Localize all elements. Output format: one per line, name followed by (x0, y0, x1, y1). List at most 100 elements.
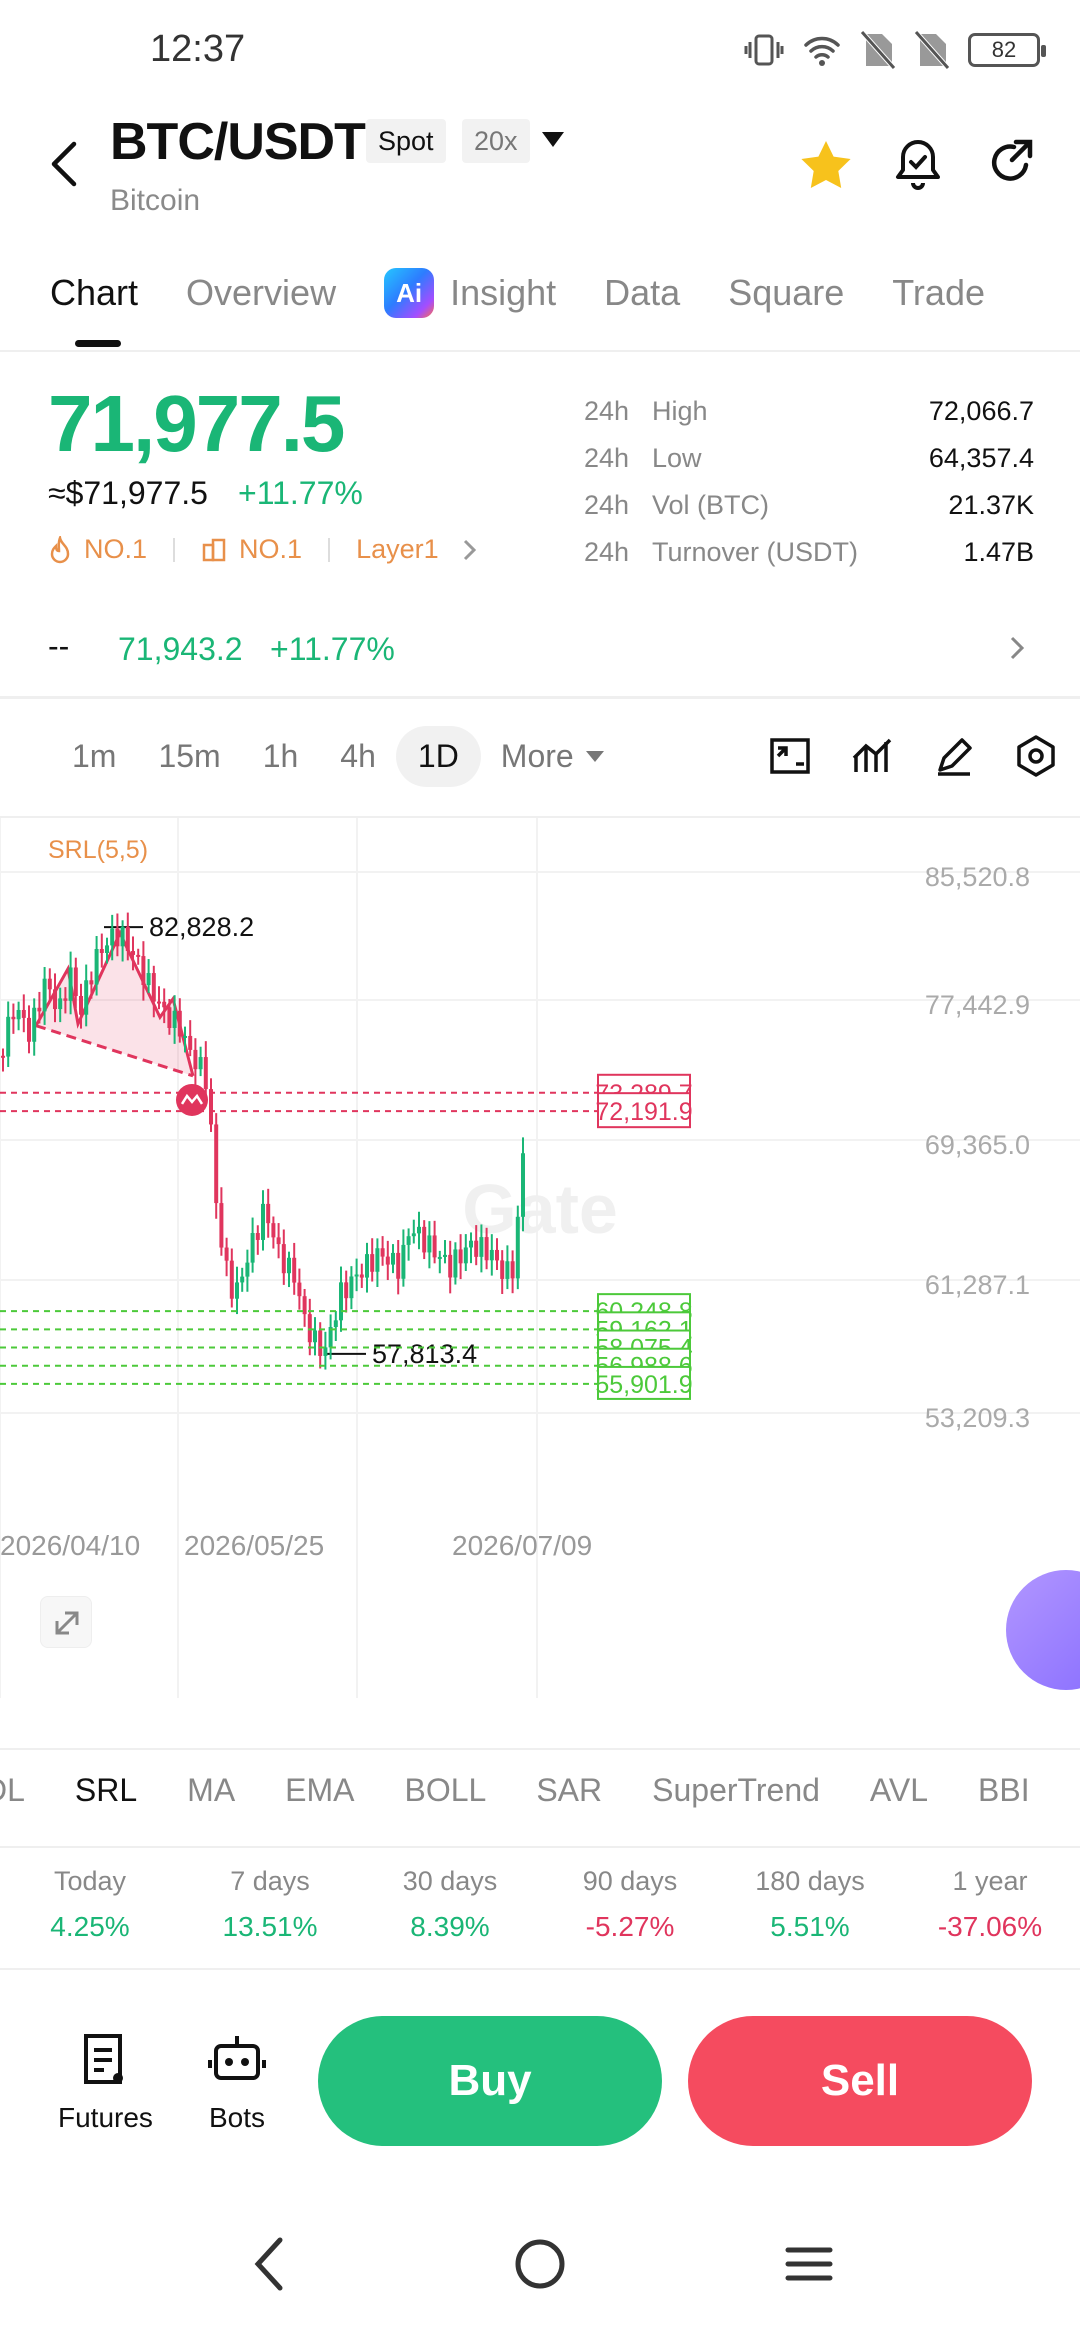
candle-body (370, 1254, 375, 1272)
wifi-icon (804, 36, 840, 66)
ind-boll[interactable]: BOLL (404, 1772, 487, 1808)
ind-bbi[interactable]: BBI (978, 1772, 1030, 1808)
nav-home-icon[interactable] (512, 2236, 568, 2292)
vibrate-icon (744, 34, 784, 66)
candle-body (84, 980, 89, 1015)
high-annotation: 82,828.2 (149, 912, 254, 942)
divider (0, 1968, 1080, 1970)
ind-srl[interactable]: SRL (74, 1772, 138, 1808)
ind-ma[interactable]: MA (187, 1772, 236, 1808)
price-chart[interactable]: SRL(5,5) Gate 82,828.2 57,813.4 73,289.77… (0, 818, 1080, 1698)
y-tick-label: 53,209.3 (925, 1403, 1030, 1433)
ind-avl[interactable]: AVL (869, 1772, 929, 1808)
alarm-icon[interactable] (893, 136, 943, 192)
indicator-icon[interactable] (850, 734, 894, 778)
tf-more[interactable]: More (500, 738, 574, 774)
market-cap-icon (202, 538, 226, 561)
leverage-tag[interactable]: 20x (462, 119, 530, 163)
pair-title[interactable]: BTC/USDT (110, 113, 366, 171)
settings-icon[interactable] (1014, 734, 1058, 778)
chevron-right-icon[interactable] (1008, 634, 1026, 662)
candle-body (515, 1216, 520, 1279)
divider (0, 816, 1080, 818)
candle-body (209, 1089, 213, 1125)
ind-sar[interactable]: SAR (536, 1772, 603, 1808)
candle-body (183, 1035, 187, 1038)
star-icon[interactable] (798, 138, 854, 192)
chart-grid (0, 818, 1080, 1698)
tf-1d[interactable]: 1D (395, 726, 481, 787)
fullscreen-icon[interactable] (768, 734, 812, 778)
rank-hot: NO.1 (84, 534, 148, 564)
candle-body (484, 1237, 489, 1261)
perf-today: Today 4.25% (50, 1866, 130, 1942)
ind-dl[interactable]: DL (0, 1772, 25, 1808)
tf-1m[interactable]: 1m (72, 738, 117, 774)
buy-button[interactable]: Buy (318, 2016, 662, 2146)
tab-insight[interactable]: Ai Insight (384, 268, 556, 318)
candle-body (105, 945, 109, 953)
bots-button[interactable]: Bots (192, 2030, 282, 2134)
chevron-right-icon (463, 539, 476, 560)
support-label: 55,901.9 (595, 1371, 692, 1399)
candle-body (375, 1248, 380, 1272)
approx-price: ≈$71,977.5 (48, 475, 208, 511)
candle-body (240, 1276, 245, 1283)
pattern-fill (36, 933, 193, 1076)
x-tick-label: 2026/05/25 (184, 1530, 324, 1561)
back-icon[interactable] (44, 138, 88, 190)
resistance-label: 72,191.9 (595, 1098, 692, 1126)
sell-button[interactable]: Sell (688, 2016, 1032, 2146)
battery-indicator: 82 (968, 33, 1046, 67)
candle-body (271, 1223, 276, 1238)
candle-body (261, 1203, 265, 1240)
candle-body (255, 1233, 260, 1240)
candle-body (437, 1256, 442, 1259)
divider (0, 1846, 1080, 1848)
tab-overview[interactable]: Overview (186, 272, 337, 313)
candle-body (16, 1010, 21, 1020)
tab-chart[interactable]: Chart (50, 272, 139, 313)
draw-icon[interactable] (932, 734, 976, 778)
tab-trade[interactable]: Trade (892, 272, 985, 313)
candle-body (297, 1282, 302, 1297)
candle-body (6, 1016, 11, 1057)
nav-back-icon[interactable] (252, 2236, 286, 2292)
separator (328, 537, 331, 562)
tf-4h[interactable]: 4h (340, 738, 376, 774)
chevron-down-icon[interactable] (584, 749, 606, 765)
candle-body (27, 1017, 31, 1042)
last-price: 71,977.5 (48, 379, 345, 468)
tf-1h[interactable]: 1h (262, 738, 299, 774)
timeframe-bar: 1m 15m 1h 4h 1D More (48, 726, 606, 787)
candle-body (172, 1010, 177, 1028)
candle-body (193, 1049, 198, 1070)
x-axis: 2026/04/10 2026/05/25 2026/07/09 (0, 1530, 592, 1561)
tab-data[interactable]: Data (604, 272, 681, 313)
share-icon[interactable] (986, 138, 1036, 188)
candle-body (479, 1237, 484, 1257)
candle-body (521, 1153, 525, 1217)
candle-body (235, 1282, 239, 1299)
rank-row[interactable]: NO.1 NO.1 Layer1 (48, 534, 479, 565)
expand-button[interactable] (40, 1596, 92, 1648)
nav-menu-icon[interactable] (784, 2236, 834, 2292)
y-tick-label: 69,365.0 (925, 1130, 1030, 1160)
main-tabs: Chart Overview Ai Insight Data Square Tra… (50, 268, 1033, 318)
y-tick-label: 77,442.9 (925, 990, 1030, 1020)
candle-body (89, 980, 94, 985)
chevron-down-icon[interactable] (540, 130, 566, 150)
spot-tag: Spot (366, 119, 446, 163)
candle-body (432, 1235, 437, 1258)
candle-body (354, 1274, 359, 1277)
futures-button[interactable]: Futures (58, 2030, 153, 2134)
ind-ema[interactable]: EMA (285, 1772, 355, 1808)
candle-body (110, 928, 115, 946)
tf-15m[interactable]: 15m (158, 738, 221, 774)
candle-body (339, 1282, 343, 1321)
status-time: 12:37 (150, 28, 246, 70)
stat-volume: 24h Vol (BTC) 21.37K (584, 490, 1034, 520)
ind-supertrend[interactable]: SuperTrend (652, 1772, 820, 1808)
divider (0, 350, 1080, 352)
tab-square[interactable]: Square (728, 272, 845, 313)
